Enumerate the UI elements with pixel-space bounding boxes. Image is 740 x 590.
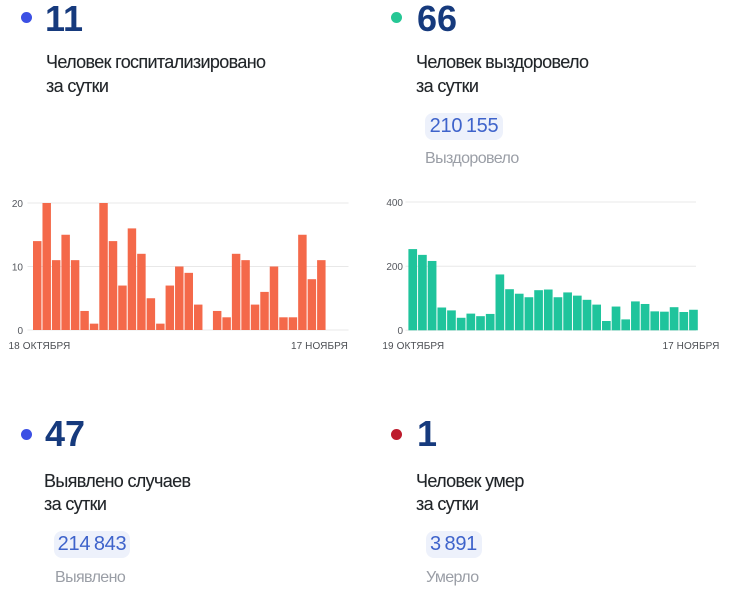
svg-text:18 ОКТЯБРЯ: 18 ОКТЯБРЯ xyxy=(9,341,71,352)
svg-text:17 НОЯБРЯ: 17 НОЯБРЯ xyxy=(291,341,348,352)
svg-text:400: 400 xyxy=(386,198,403,209)
svg-text:17 НОЯБРЯ: 17 НОЯБРЯ xyxy=(662,341,719,352)
svg-text:0: 0 xyxy=(17,326,23,337)
svg-text:10: 10 xyxy=(12,262,24,273)
svg-text:0: 0 xyxy=(397,326,403,337)
svg-text:20: 20 xyxy=(12,199,24,210)
svg-text:200: 200 xyxy=(386,262,403,273)
svg-text:19 ОКТЯБРЯ: 19 ОКТЯБРЯ xyxy=(382,341,444,352)
